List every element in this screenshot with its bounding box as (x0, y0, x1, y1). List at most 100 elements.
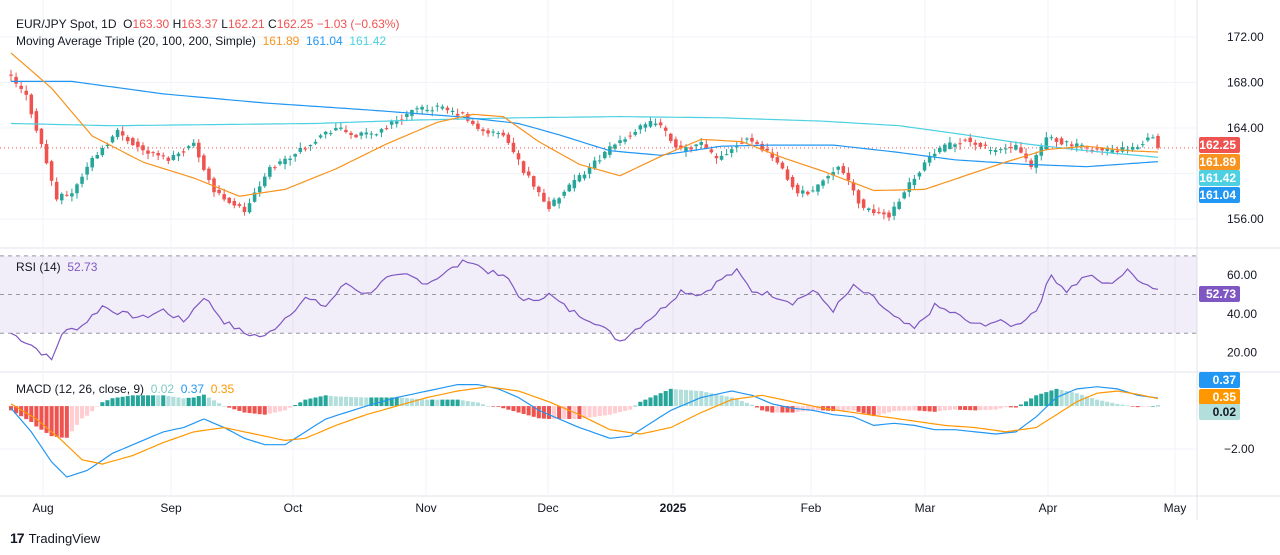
candles[interactable] (9, 69, 1160, 222)
candle-body (613, 144, 617, 149)
candle-body (674, 139, 678, 148)
candle-body (821, 180, 825, 186)
candle-body (887, 212, 891, 218)
macd-histogram-bar (480, 404, 486, 407)
candle-body (1080, 144, 1084, 146)
macd-histogram-bar (1125, 405, 1130, 407)
ma-legend[interactable]: Moving Average Triple (20, 100, 200, Sim… (16, 34, 386, 49)
candle-body (658, 122, 663, 126)
candle-body (202, 155, 206, 170)
macd-histogram-bar (927, 406, 932, 412)
macd-histogram-bar (211, 400, 217, 407)
candle-body (1044, 137, 1049, 150)
candle-body (663, 127, 668, 131)
moving-averages[interactable] (10, 52, 1159, 197)
macd-histogram-bar (100, 402, 105, 407)
macd-histogram-bar (587, 406, 592, 418)
macd-histogram-bar (90, 406, 95, 412)
candle-body (572, 180, 577, 189)
candle-body (816, 184, 820, 192)
candle-body (491, 131, 495, 133)
candle-body (547, 201, 551, 209)
macd-histogram-bar (74, 406, 80, 425)
macd-histogram-bar (638, 401, 643, 407)
macd-histogram-bar (714, 394, 719, 407)
macd-histogram-bar (120, 396, 125, 407)
macd-histogram-bar (536, 406, 541, 419)
candle-body (268, 167, 272, 177)
candle-body (861, 199, 866, 208)
candle-body (618, 140, 622, 143)
macd-histogram-bar (349, 396, 354, 407)
time-axis-label: Apr (1039, 501, 1058, 515)
rsi-axis-label: 40.00 (1227, 307, 1257, 321)
macd-histogram-bar (617, 406, 623, 413)
macd-histogram-bar (460, 400, 465, 407)
macd-histogram-bar (440, 399, 445, 407)
macd-histogram-bar (897, 406, 902, 411)
candle-body (80, 176, 84, 184)
rsi-pane[interactable] (10, 259, 1159, 361)
macd-legend-title: MACD (12, 26, close, 9) (16, 382, 145, 396)
candle-body (694, 144, 698, 147)
macd-histogram-bar (166, 396, 171, 407)
rsi-axis-label: 60.00 (1227, 268, 1257, 282)
price-tag-bg (1199, 154, 1240, 170)
ma20-value: 161.89 (262, 34, 300, 48)
price-scale-labels: 162.25 161.89 161.42 161.04 52.73 0.37 0.350.0… (1199, 137, 1240, 420)
candle-body (222, 194, 226, 200)
candle-body (983, 144, 988, 146)
macd-histogram-bar (978, 406, 983, 411)
tradingview-brand[interactable]: 17 TradingView (10, 530, 100, 546)
macd-histogram-bar (1029, 398, 1034, 407)
macd-histogram-bar (963, 406, 968, 411)
candle-body (719, 155, 724, 160)
candle-body (785, 169, 790, 180)
macd-tag-bg (1199, 372, 1240, 388)
candle-body (587, 167, 592, 174)
macd-histogram-bar (562, 406, 567, 419)
macd-histogram-bar (1018, 404, 1023, 407)
macd-histogram-bar (1120, 404, 1125, 407)
signal-line (10, 386, 1159, 465)
candle-body (1095, 148, 1099, 150)
macd-legend[interactable]: MACD (12, 26, close, 9) 0.02 0.37 0.35 (16, 382, 234, 397)
candle-body (1075, 143, 1079, 147)
candle-body (405, 113, 409, 118)
macd-histogram-bar (729, 397, 734, 407)
candle-body (14, 76, 18, 84)
macd-histogram-bar (683, 389, 689, 407)
macd-histogram-bar (526, 406, 531, 416)
candle-body (136, 141, 140, 147)
macd-histogram-bar (988, 406, 993, 410)
macd-histogram-bar (1079, 394, 1084, 407)
candle-body (389, 121, 394, 125)
macd-histogram-bar (678, 389, 683, 407)
candle-body (161, 155, 166, 157)
macd-histogram-bar (1044, 392, 1049, 407)
rsi-tag: 52.73 (1206, 287, 1236, 301)
candle-body (577, 175, 582, 182)
macd-histogram-bar (232, 406, 237, 410)
macd-histogram-bar (44, 406, 49, 433)
candle-body (679, 145, 683, 149)
candle-body (156, 153, 160, 156)
macd-histogram-bar (135, 395, 140, 407)
macd-histogram-bar (374, 397, 379, 407)
macd-histogram-bar (1059, 389, 1064, 407)
macd-histogram-bar (34, 406, 39, 427)
macd-signal-value: 0.35 (210, 382, 235, 396)
macd-histogram-bar (501, 406, 506, 409)
candle-body (328, 133, 333, 135)
candle-body (105, 144, 110, 146)
candle-body (948, 142, 952, 150)
candle-body (273, 167, 277, 169)
candle-body (293, 154, 297, 157)
rsi-legend[interactable]: RSI (14) 52.73 (16, 260, 97, 275)
macd-histogram-bar (1095, 399, 1100, 407)
candle-body (740, 142, 744, 144)
macd-histogram-bar (1013, 406, 1018, 408)
candle-body (846, 172, 851, 181)
macd-pane[interactable] (8, 384, 1161, 478)
